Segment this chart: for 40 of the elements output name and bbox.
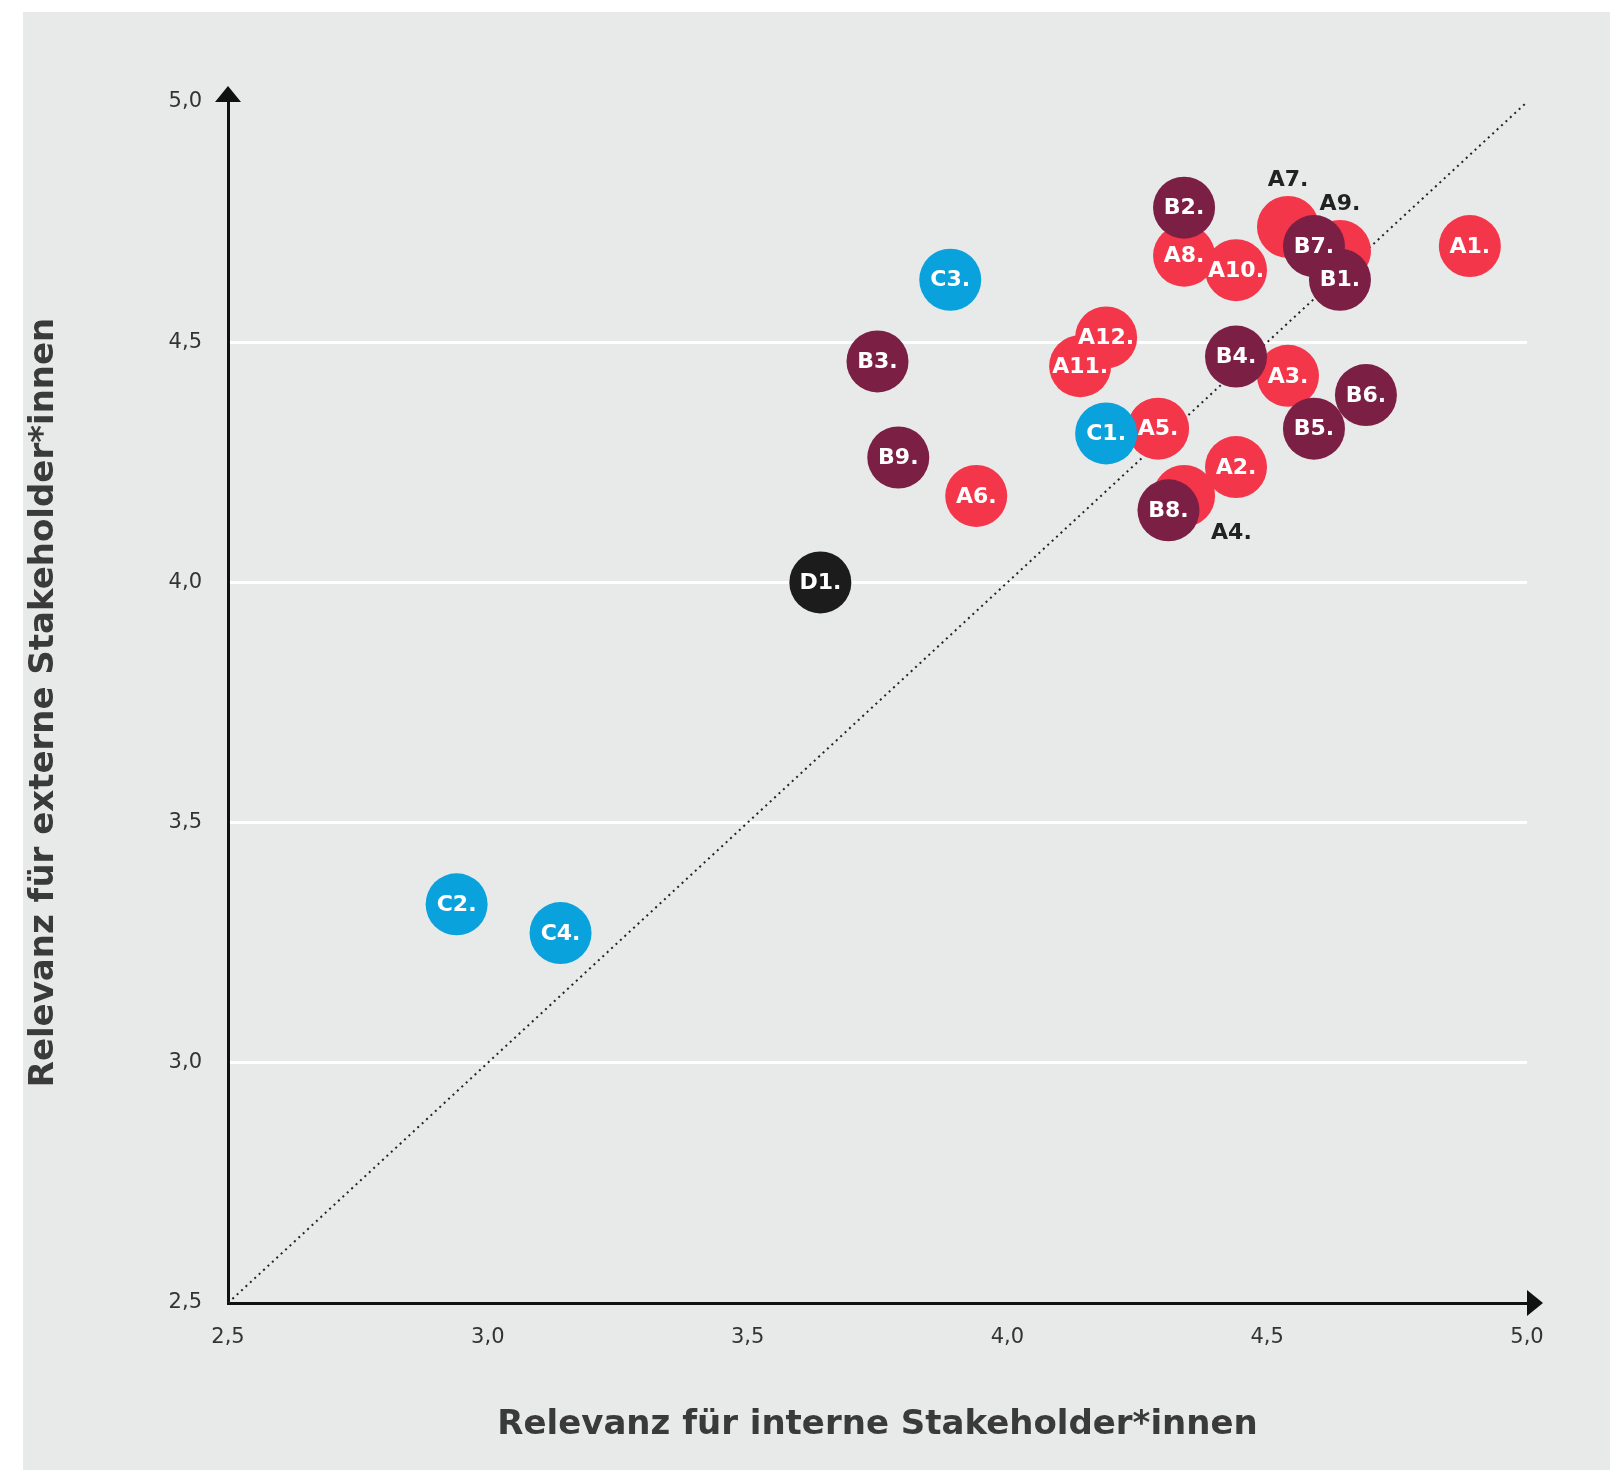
y-tick-label: 4,5 — [168, 328, 202, 353]
annotation: A7. — [1267, 165, 1309, 191]
annotation: C4. — [540, 919, 581, 945]
annotation: A3. — [1267, 362, 1309, 388]
annotation: D1. — [799, 569, 842, 595]
y-axis-title: Relevanz für externe Stakeholder*innen — [21, 317, 62, 1088]
annotation: C2. — [436, 890, 477, 916]
x-axis-title: Relevanz für interne Stakeholder*innen — [497, 1402, 1258, 1443]
annotation: A11. — [1052, 352, 1109, 378]
annotation: A1. — [1449, 232, 1491, 258]
annotation: A10. — [1208, 256, 1265, 282]
annotation: C3. — [930, 266, 971, 292]
y-tick-label: 2,5 — [168, 1289, 202, 1314]
annotation: A9. — [1319, 189, 1361, 215]
annotation: B4. — [1215, 343, 1257, 369]
x-tick-label: 3,0 — [471, 1324, 505, 1349]
y-tick-label: 3,5 — [168, 809, 202, 834]
x-tick-label: 4,0 — [990, 1324, 1025, 1349]
annotation: A5. — [1137, 415, 1179, 441]
y-tick-label: 5,0 — [168, 88, 202, 113]
annotation: B2. — [1163, 194, 1205, 220]
y-tick-label: 3,0 — [168, 1049, 202, 1074]
annotation: B1. — [1319, 266, 1361, 292]
annotation: B8. — [1148, 497, 1189, 523]
annotation: A8. — [1163, 242, 1205, 268]
annotation: C1. — [1086, 420, 1127, 446]
annotation: A12. — [1078, 324, 1135, 350]
y-tick-label: 4,0 — [168, 568, 202, 593]
annotation: B3. — [857, 348, 898, 374]
annotation: B6. — [1345, 381, 1387, 407]
annotation: B7. — [1293, 232, 1335, 258]
annotation: B9. — [878, 444, 919, 470]
x-tick-label: 3,5 — [730, 1324, 765, 1349]
annotation: A6. — [955, 482, 997, 508]
x-tick-label: 4,5 — [1250, 1324, 1284, 1349]
annotation: A4. — [1211, 518, 1252, 544]
annotation: B5. — [1293, 415, 1335, 441]
annotation: A2. — [1215, 453, 1257, 479]
x-tick-label: 2,5 — [211, 1324, 245, 1349]
x-tick-label: 5,0 — [1510, 1324, 1544, 1349]
